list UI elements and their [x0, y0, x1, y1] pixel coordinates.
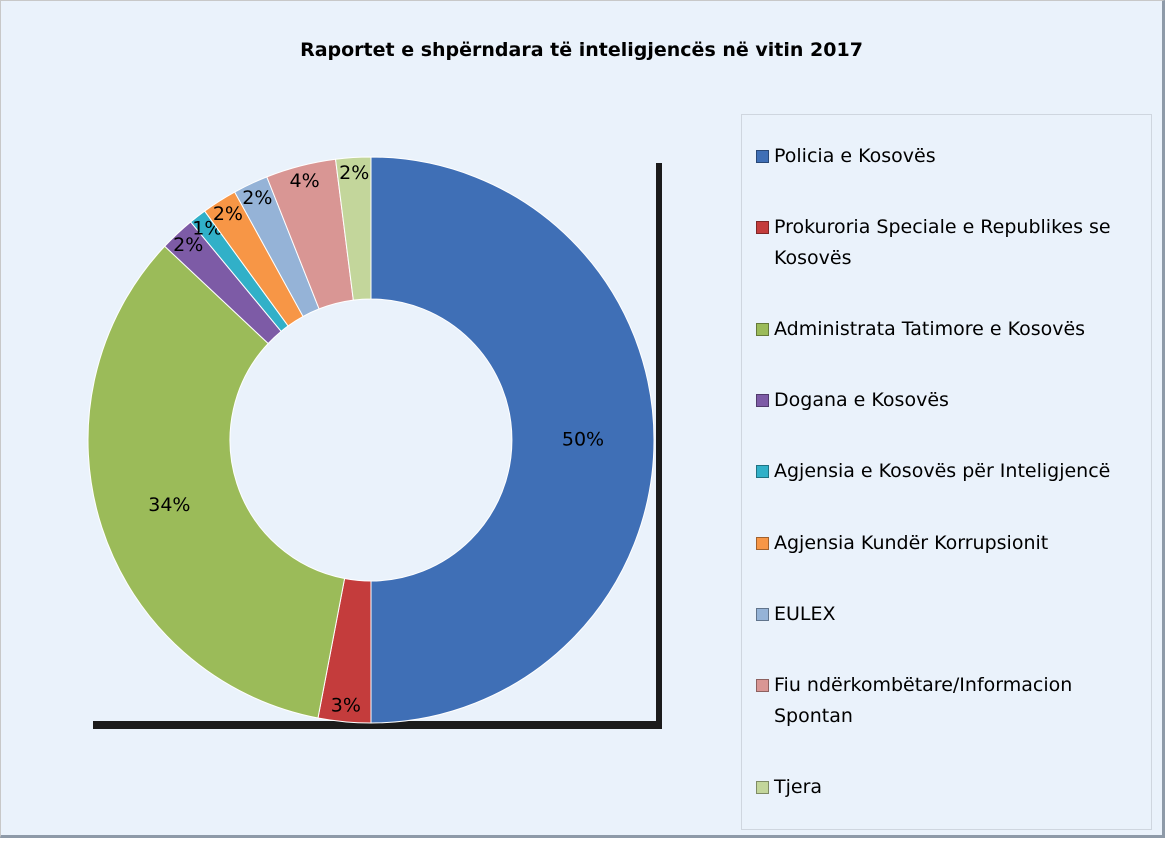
- legend-label: Fiu ndërkombëtare/Informacion Spontan: [774, 673, 1073, 727]
- legend-label: Tjera: [774, 775, 823, 798]
- data-label: 50%: [562, 429, 604, 451]
- legend-swatch: [756, 221, 769, 235]
- legend-entry: Tjera: [756, 772, 1143, 803]
- data-label: 3%: [331, 694, 361, 716]
- legend-entry: Prokuroria Speciale e Republikes se Koso…: [756, 212, 1143, 274]
- legend-swatch: [756, 394, 769, 408]
- data-label: 2%: [242, 187, 272, 209]
- legend-swatch: [756, 678, 769, 692]
- chart-title: Raportet e shpërndara të inteligjencës n…: [300, 39, 863, 61]
- legend-swatch: [756, 780, 769, 794]
- legend-entry: Dogana e Kosovës: [756, 385, 1143, 416]
- legend-swatch: [756, 465, 769, 479]
- legend-label: Agjensia Kundër Korrupsionit: [774, 531, 1049, 554]
- legend-label: Policia e Kosovës: [774, 145, 936, 168]
- donut-segment: [334, 156, 372, 301]
- legend: Policia e Kosovës Prokuroria Speciale e R…: [741, 114, 1152, 830]
- legend-swatch: [756, 323, 769, 337]
- legend-label: Dogana e Kosovës: [774, 389, 949, 412]
- donut-segment: [370, 156, 655, 724]
- data-label: 34%: [148, 494, 190, 516]
- data-label: 2%: [213, 203, 243, 225]
- legend-label: Agjensia e Kosovës për Inteligjencë: [774, 460, 1111, 483]
- data-label: 2%: [173, 234, 203, 256]
- legend-label: Prokuroria Speciale e Republikes se Koso…: [774, 216, 1111, 270]
- legend-swatch: [756, 607, 769, 621]
- legend-entry: Fiu ndërkombëtare/Informacion Spontan: [756, 670, 1143, 732]
- legend-entry: Administrata Tatimore e Kosovës: [756, 314, 1143, 345]
- legend-swatch: [756, 150, 769, 164]
- donut-segment: [87, 245, 346, 719]
- data-label: 2%: [339, 162, 369, 184]
- legend-entry: Agjensia e Kosovës për Inteligjencë: [756, 456, 1143, 487]
- legend-label: EULEX: [774, 602, 836, 625]
- legend-entry: Agjensia Kundër Korrupsionit: [756, 528, 1143, 559]
- legend-entry: Policia e Kosovës: [756, 141, 1143, 172]
- legend-swatch: [756, 536, 769, 550]
- data-label: 4%: [290, 170, 320, 192]
- legend-entry: EULEX: [756, 599, 1143, 630]
- legend-label: Administrata Tatimore e Kosovës: [774, 318, 1086, 341]
